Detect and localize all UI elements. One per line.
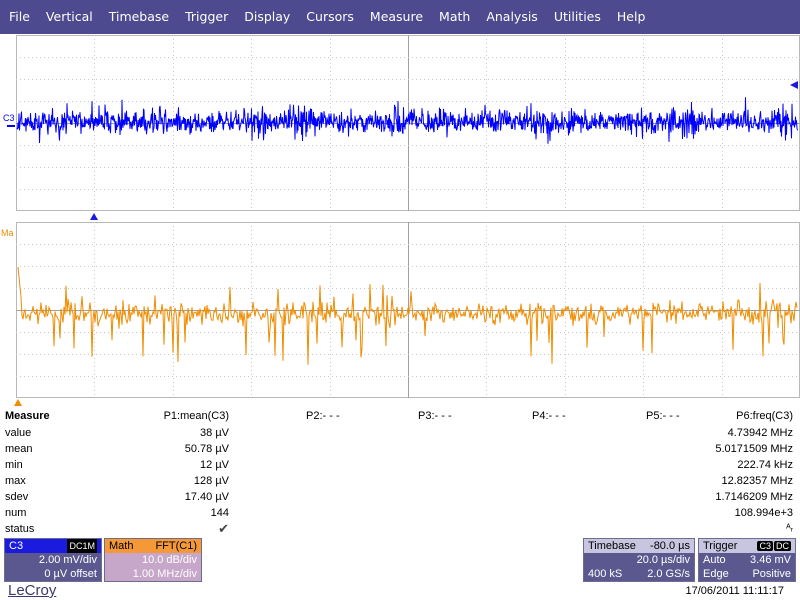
trigger-type: Edge — [703, 568, 729, 580]
math-trace-label: Ma — [1, 228, 14, 238]
row-label: max — [5, 475, 26, 487]
p1-value: 128 µV — [193, 475, 229, 487]
menu-bar: File Vertical Timebase Trigger Display C… — [0, 0, 800, 34]
math-trace — [17, 266, 798, 365]
trigger-type-line: Edge Positive — [699, 567, 795, 581]
trigger-badges: C3 DC — [757, 539, 791, 553]
c3-descriptor-box[interactable]: C3 DC1M 2.00 mV/div 0 µV offset — [4, 538, 102, 582]
trigger-coupling-badge: DC — [774, 541, 791, 551]
p6-value: 1.7146209 MHz — [715, 491, 793, 503]
trigger-mode-line: Auto 3.46 mV — [699, 553, 795, 567]
menu-vertical[interactable]: Vertical — [45, 9, 93, 24]
c3-grid[interactable]: C3 — [0, 35, 800, 211]
math-zero-marker[interactable] — [12, 397, 24, 407]
timebase-sample-line: 400 kS 2.0 GS/s — [584, 567, 694, 581]
math-name: Math — [109, 540, 134, 552]
measure-row: sdev 17.40 µV 1.7146209 MHz — [0, 489, 800, 505]
menu-cursors[interactable]: Cursors — [306, 9, 354, 24]
math-hdiv: 1.00 MHz/div — [132, 568, 197, 580]
menu-timebase[interactable]: Timebase — [108, 9, 170, 24]
trigger-level-marker — [790, 81, 798, 89]
timebase-title: Timebase — [588, 540, 636, 552]
menu-help[interactable]: Help — [616, 9, 646, 24]
measure-row: num 144 108.994e+3 — [0, 505, 800, 521]
param-p1-header[interactable]: P1:mean(C3) — [163, 410, 229, 422]
p6-status-icon: ᴬᵣ — [786, 523, 793, 534]
measure-row: min 12 µV 222.74 kHz — [0, 457, 800, 473]
measure-row: value 38 µV 4.73942 MHz — [0, 425, 800, 441]
trigger-descriptor-box[interactable]: Trigger C3 DC Auto 3.46 mV Edge Positive — [698, 538, 796, 582]
measure-row: mean 50.78 µV 5.0171509 MHz — [0, 441, 800, 457]
footer: LeCroy 17/06/2011 11:11:17 — [0, 582, 800, 600]
menu-trigger[interactable]: Trigger — [185, 9, 229, 24]
measure-row: max 128 µV 12.82357 MHz — [0, 473, 800, 489]
param-p6-header[interactable]: P6:freq(C3) — [736, 410, 793, 422]
c3-waveform-display — [7, 35, 800, 211]
c3-trace-label: C3 — [3, 113, 15, 123]
timebase-descriptor-box[interactable]: Timebase -80.0 µs 20.0 µs/div 400 kS 2.0… — [583, 538, 695, 582]
c3-trace — [16, 97, 798, 144]
menu-utilities[interactable]: Utilities — [553, 9, 601, 24]
p1-value: 38 µV — [200, 427, 229, 439]
param-p4-header[interactable]: P4:- - - — [532, 410, 566, 422]
c3-coupling-badge: DC1M — [67, 539, 97, 553]
trigger-mode: Auto — [703, 554, 726, 566]
menu-display[interactable]: Display — [244, 9, 291, 24]
trigger-level: 3.46 mV — [750, 554, 791, 566]
c3-offset: 0 µV offset — [44, 568, 97, 580]
menu-analysis[interactable]: Analysis — [486, 9, 538, 24]
param-p5-header[interactable]: P5:- - - — [646, 410, 680, 422]
timebase-rate: 2.0 GS/s — [647, 568, 690, 580]
date-time: 17/06/2011 11:11:17 — [685, 585, 784, 597]
measure-row: status ✔ ᴬᵣ — [0, 521, 800, 537]
measure-title: Measure — [5, 410, 50, 422]
trigger-slope: Positive — [752, 568, 791, 580]
math-waveform-display — [16, 222, 800, 398]
p6-value: 108.994e+3 — [734, 507, 793, 519]
p1-value: 12 µV — [200, 459, 229, 471]
p6-value: 222.74 kHz — [737, 459, 793, 471]
trigger-descriptor-header: Trigger C3 DC — [699, 539, 795, 553]
timebase-samples: 400 kS — [588, 568, 623, 580]
param-p2-header[interactable]: P2:- - - — [306, 410, 340, 422]
p1-value: 144 — [210, 507, 229, 519]
row-label: sdev — [5, 491, 29, 503]
math-vdiv: 10.0 dB/div — [141, 554, 197, 566]
p1-value: 50.78 µV — [184, 443, 229, 455]
c3-descriptor-header: C3 DC1M — [5, 539, 101, 553]
timebase-tdiv: 20.0 µs/div — [636, 554, 690, 566]
math-function: FFT(C1) — [155, 540, 197, 552]
row-label: status — [5, 523, 35, 535]
param-p3-header[interactable]: P3:- - - — [418, 410, 452, 422]
menu-measure[interactable]: Measure — [369, 9, 424, 24]
measure-header-row: Measure P1:mean(C3) P2:- - - P3:- - - P4… — [0, 408, 800, 424]
menu-math[interactable]: Math — [439, 9, 471, 24]
p6-value: 5.0171509 MHz — [715, 443, 793, 455]
math-descriptor-box[interactable]: Math FFT(C1) 10.0 dB/div 1.00 MHz/div — [104, 538, 202, 582]
p1-status-check-icon: ✔ — [218, 521, 229, 536]
timebase-descriptor-header: Timebase -80.0 µs — [584, 539, 694, 553]
row-label: min — [5, 459, 23, 471]
row-label: value — [5, 427, 32, 439]
p1-value: 17.40 µV — [184, 491, 229, 503]
p6-value: 4.73942 MHz — [727, 427, 793, 439]
trigger-channel-badge: C3 — [757, 541, 773, 551]
measure-table: Measure P1:mean(C3) P2:- - - P3:- - - P4… — [0, 408, 800, 536]
p6-value: 12.82357 MHz — [721, 475, 793, 487]
trigger-position-marker[interactable] — [88, 211, 100, 221]
c3-vdiv: 2.00 mV/div — [38, 554, 97, 566]
timebase-delay: -80.0 µs — [650, 540, 690, 552]
c3-name: C3 — [9, 540, 24, 552]
row-label: num — [5, 507, 27, 519]
menu-file[interactable]: File — [9, 9, 30, 24]
lecroy-logo: LeCroy — [8, 582, 57, 599]
math-descriptor-header: Math FFT(C1) — [105, 539, 201, 553]
row-label: mean — [5, 443, 33, 455]
trigger-title: Trigger — [703, 540, 738, 552]
math-grid[interactable]: Ma — [0, 222, 800, 398]
